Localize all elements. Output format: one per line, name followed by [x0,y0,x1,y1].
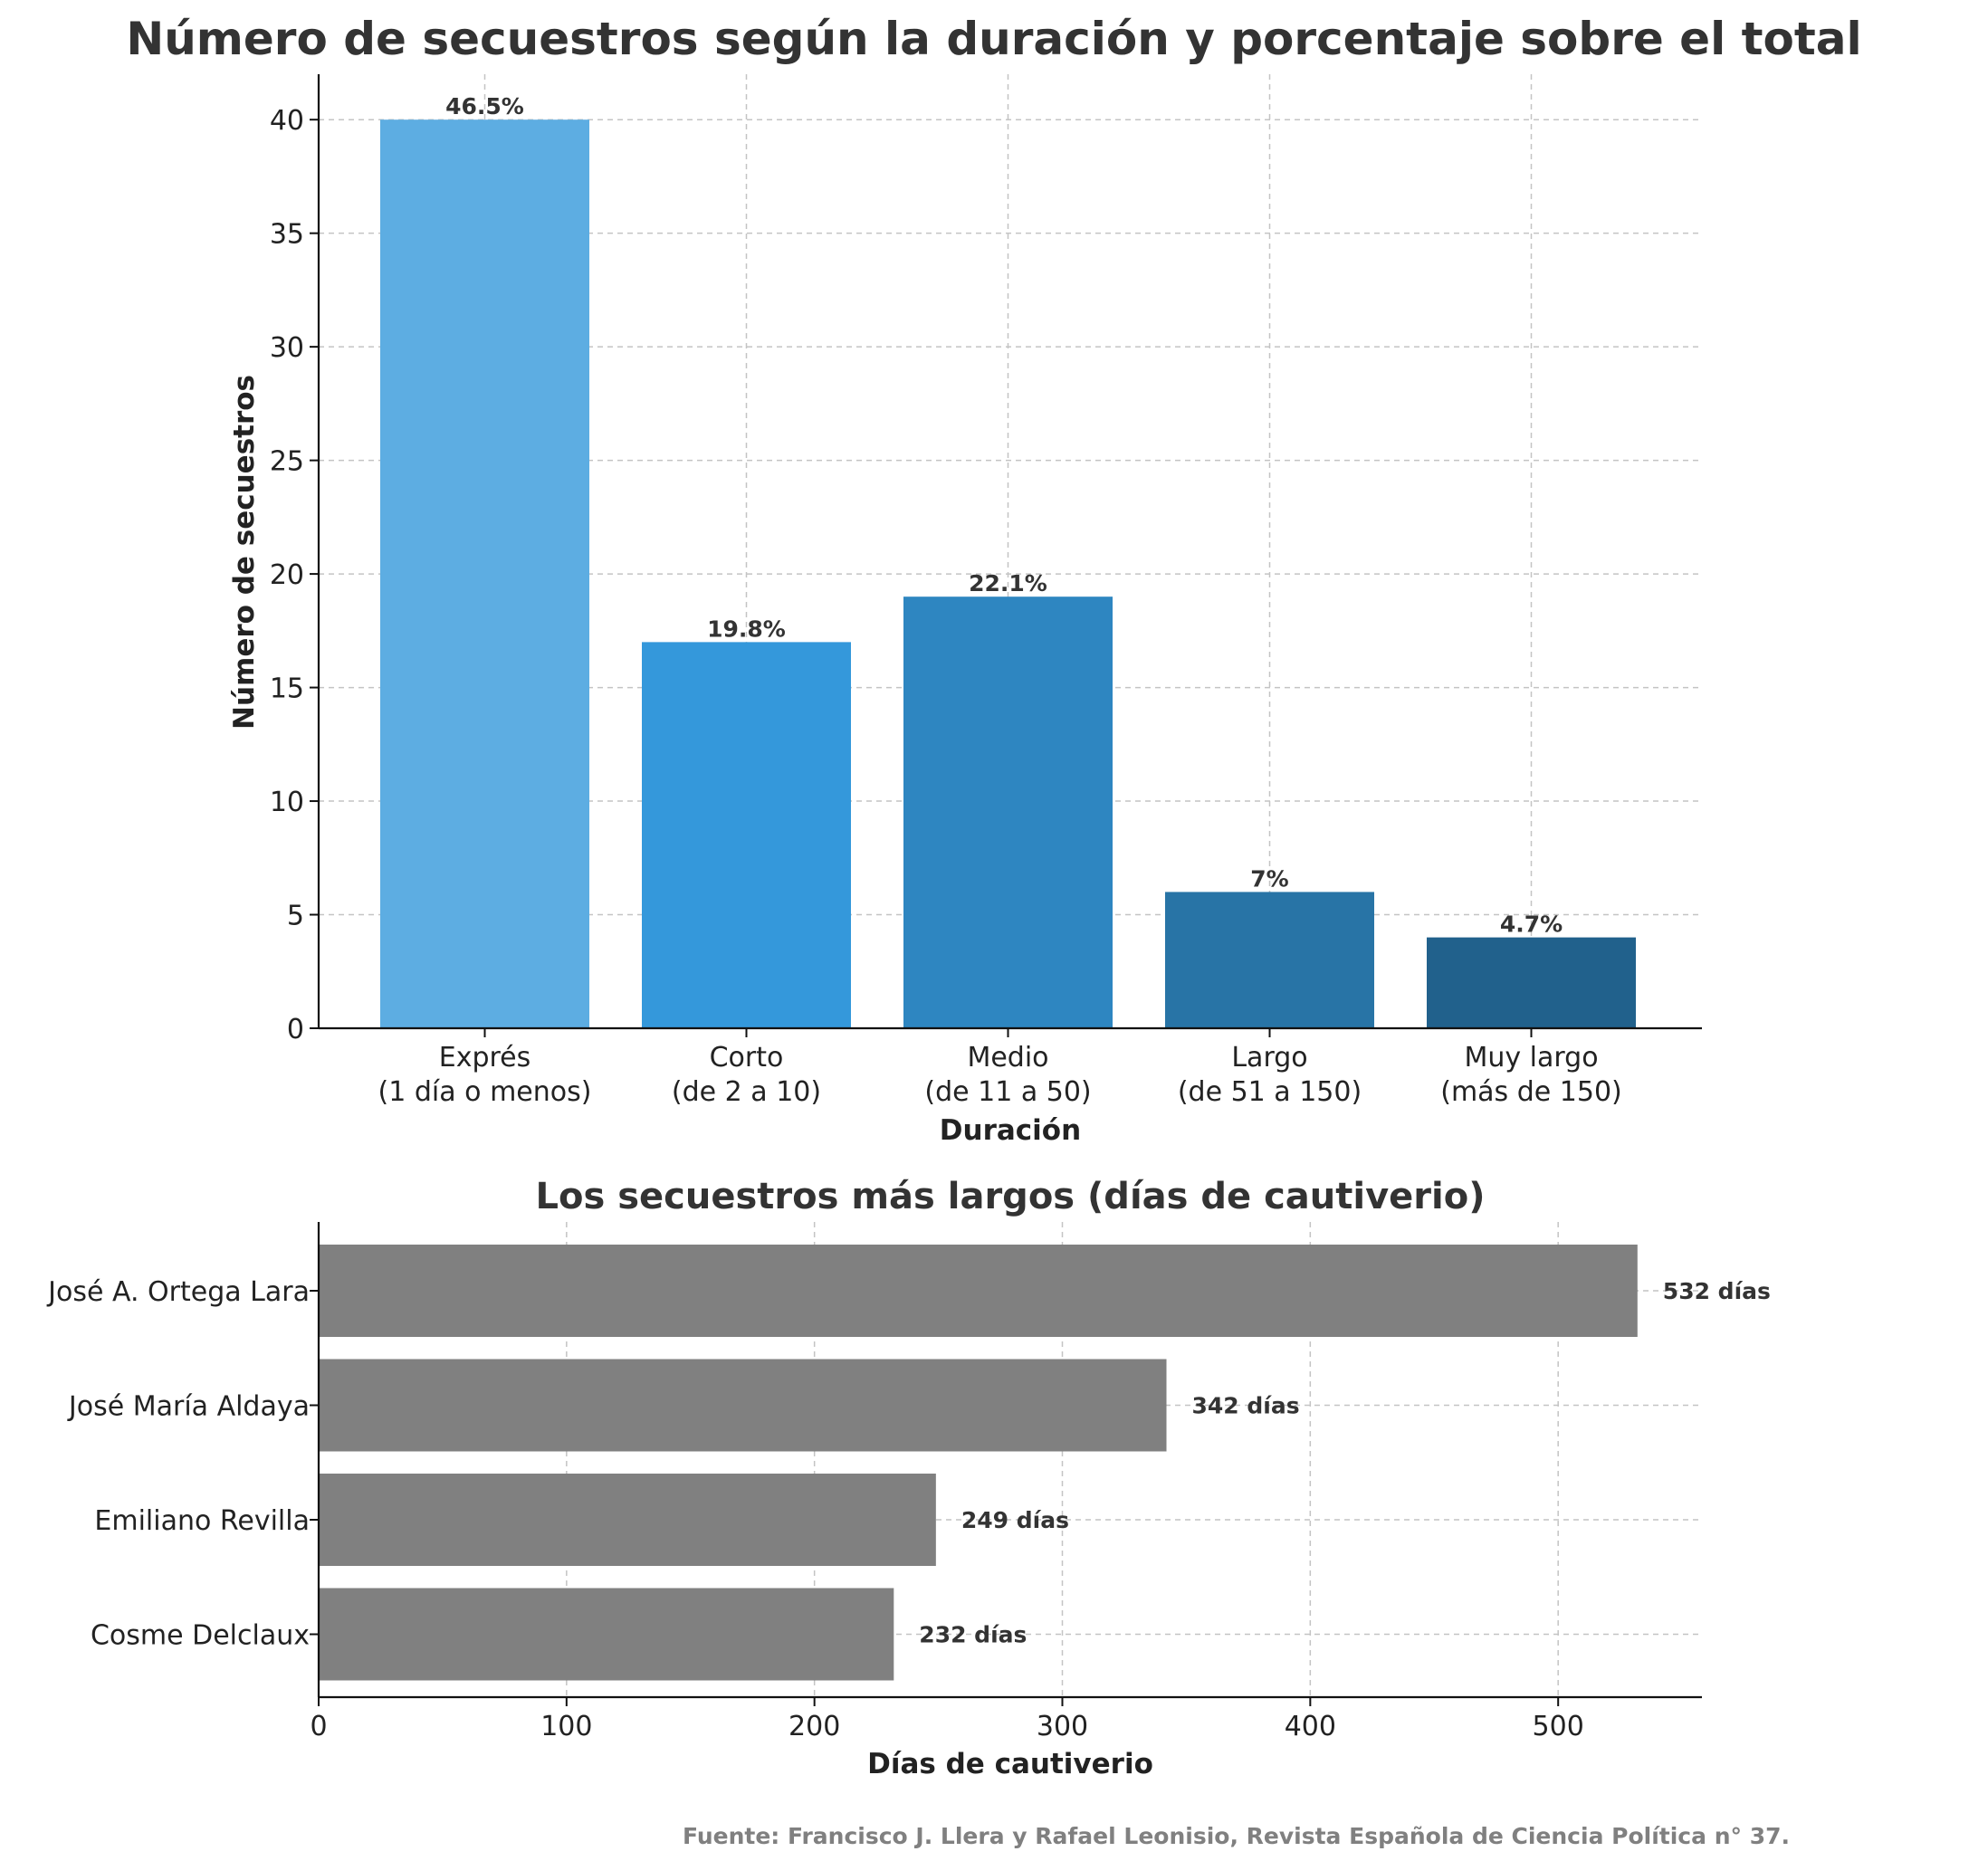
x-tick-label: (1 día o menos) [378,1076,592,1108]
bar-data-label: 4.7% [1500,911,1563,938]
bar [1427,937,1636,1028]
x-tick-label: 0 [310,1711,327,1742]
x-tick-label: Medio [967,1042,1048,1074]
bar-data-label: 232 días [919,1622,1027,1648]
x-tick-label: (de 11 a 50) [924,1076,1091,1108]
bar [1165,892,1374,1028]
longest-kidnappings-chart: Los secuestros más largos (días de cauti… [46,1176,1771,1780]
y-tick-label: 30 [270,332,304,364]
x-tick-label: 200 [789,1711,840,1742]
bar-data-label: 342 días [1192,1393,1300,1419]
x-axis-label-duration: Duración [940,1114,1081,1147]
bar-data-label: 532 días [1663,1278,1771,1304]
bars-duration [380,119,1636,1028]
y-tick-label: 20 [270,559,304,591]
chart-title-duration: Número de secuestros según la duración y… [126,13,1861,65]
bar-data-label: 249 días [961,1507,1069,1533]
chart-title-longest: Los secuestros más largos (días de cauti… [536,1176,1486,1217]
bar [319,1245,1638,1337]
x-tick-label: Exprés [439,1042,531,1074]
bar-data-label: 19.8% [707,616,786,642]
y-tick-label: 0 [287,1014,304,1045]
x-ticks-longest: 0 100 200 300 400 500 [310,1697,1584,1742]
bar [380,119,589,1028]
y-tick-label: 35 [270,219,304,251]
bar [319,1588,894,1681]
bar [642,642,851,1028]
x-tick-label: (de 51 a 150) [1178,1076,1362,1108]
bar-data-label: 7% [1250,865,1288,892]
x-ticks-duration: Exprés(1 día o menos) Corto(de 2 a 10) Med… [378,1028,1622,1108]
x-tick-label: (de 2 a 10) [672,1076,821,1108]
bar-data-label: 22.1% [969,570,1047,596]
data-labels-duration: 46.5% 19.8% 22.1% 7% 4.7% [445,93,1563,937]
y-tick-label: José María Aldaya [67,1391,310,1423]
y-tick-label: Emiliano Revilla [94,1505,310,1537]
x-tick-label: (más de 150) [1440,1076,1621,1108]
y-tick-label: 25 [270,446,304,478]
bar [319,1359,1167,1452]
data-labels-longest: 532 días 342 días 249 días 232 días [919,1278,1771,1648]
x-axis-label-longest: Días de cautiverio [867,1748,1153,1780]
y-tick-label: 10 [270,787,304,818]
y-ticks-duration: 0 5 10 15 20 25 30 35 40 [270,105,319,1045]
x-tick-label: Corto [710,1042,784,1074]
bar [903,596,1113,1028]
x-tick-label: 300 [1037,1711,1088,1742]
y-ticks-longest: José A. Ortega Lara José María Aldaya Emil… [46,1276,319,1652]
bar-data-label: 46.5% [445,93,524,119]
x-tick-label: Muy largo [1464,1042,1598,1074]
y-tick-label: 40 [270,105,304,137]
x-tick-label: 400 [1285,1711,1336,1742]
bar [319,1474,936,1566]
y-axis-label-duration: Número de secuestros [228,375,261,730]
y-tick-label: José A. Ortega Lara [46,1276,310,1308]
y-tick-label: Cosme Delclaux [91,1620,310,1652]
duration-bar-chart: Número de secuestros según la duración y… [126,13,1861,1147]
bars-longest [319,1245,1638,1681]
x-tick-label: 500 [1533,1711,1584,1742]
x-tick-label: Largo [1231,1042,1307,1074]
source-note: Fuente: Francisco J. Llera y Rafael Leon… [683,1823,1790,1849]
x-tick-label: 100 [540,1711,592,1742]
y-tick-label: 15 [270,673,304,705]
y-tick-label: 5 [287,901,304,932]
